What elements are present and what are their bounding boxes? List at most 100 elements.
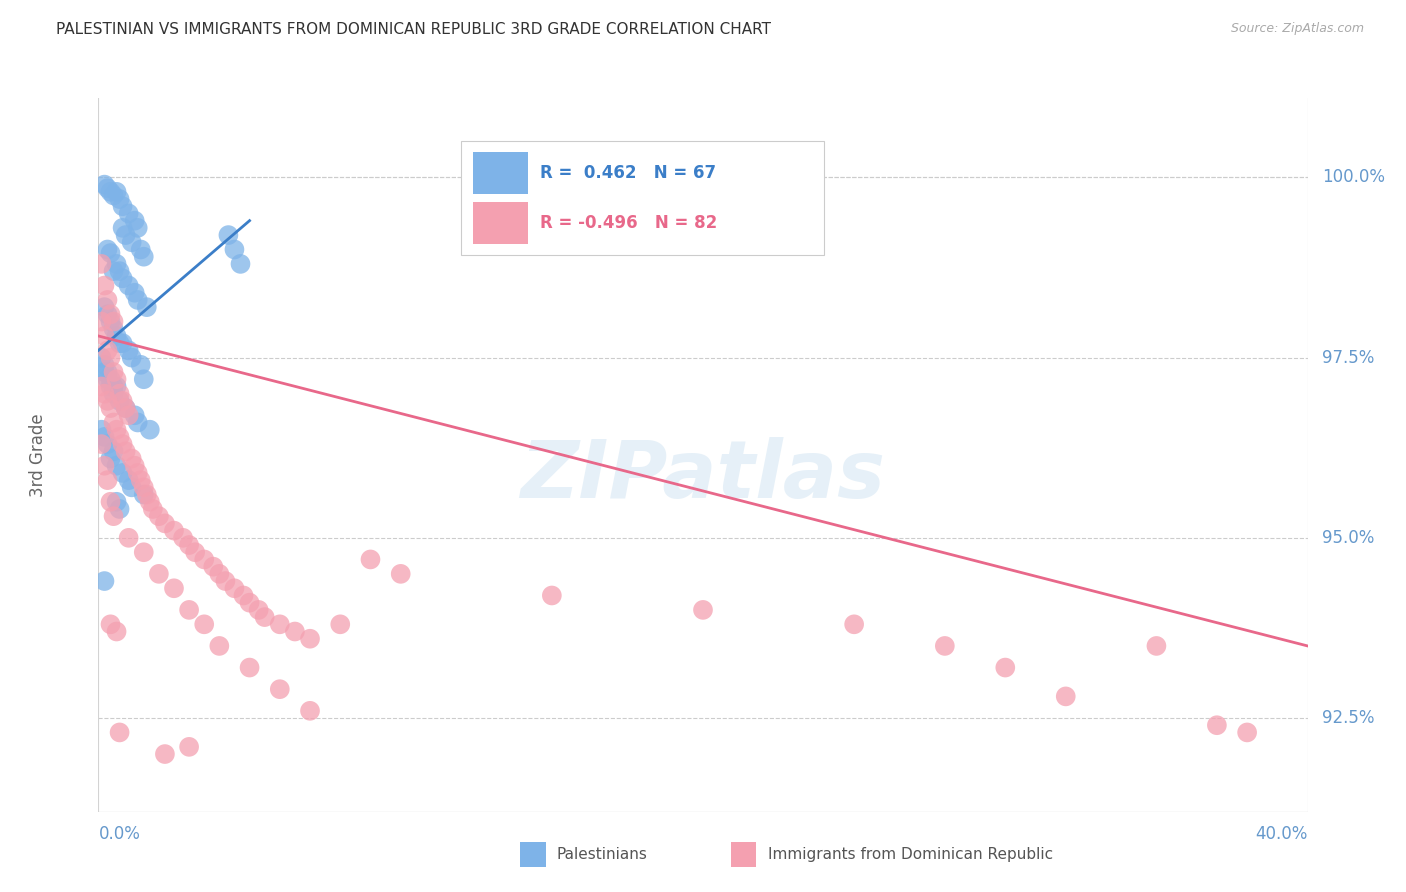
Point bbox=[111, 393, 134, 408]
Point bbox=[114, 228, 136, 243]
Point bbox=[96, 372, 118, 386]
Point bbox=[1206, 718, 1229, 732]
Point bbox=[105, 372, 128, 386]
Point bbox=[692, 603, 714, 617]
Point bbox=[269, 617, 291, 632]
Point bbox=[179, 538, 201, 552]
Point bbox=[111, 336, 134, 351]
Point bbox=[132, 250, 155, 264]
Text: Immigrants from Dominican Republic: Immigrants from Dominican Republic bbox=[768, 847, 1053, 862]
Point bbox=[93, 329, 115, 343]
Point bbox=[247, 603, 270, 617]
FancyBboxPatch shape bbox=[474, 202, 527, 244]
Text: 40.0%: 40.0% bbox=[1256, 824, 1308, 843]
Point bbox=[229, 257, 252, 271]
Point bbox=[139, 495, 162, 509]
Point bbox=[100, 307, 122, 321]
Point bbox=[118, 343, 141, 358]
Point bbox=[100, 451, 122, 466]
Point bbox=[135, 487, 157, 501]
Point bbox=[93, 365, 115, 379]
Text: Source: ZipAtlas.com: Source: ZipAtlas.com bbox=[1230, 22, 1364, 36]
Point bbox=[153, 516, 176, 531]
Point bbox=[93, 300, 115, 314]
Point bbox=[135, 300, 157, 314]
Point bbox=[129, 358, 152, 372]
Point bbox=[100, 401, 122, 415]
Point bbox=[193, 552, 215, 566]
Point bbox=[100, 617, 122, 632]
Point bbox=[217, 228, 239, 243]
Point bbox=[329, 617, 352, 632]
Text: ZIPatlas: ZIPatlas bbox=[520, 437, 886, 516]
Text: 95.0%: 95.0% bbox=[1322, 529, 1375, 547]
Point bbox=[108, 393, 131, 408]
Point bbox=[232, 589, 254, 603]
Point bbox=[118, 278, 141, 293]
Point bbox=[121, 451, 143, 466]
Point bbox=[105, 624, 128, 639]
Point bbox=[96, 393, 118, 408]
Point bbox=[90, 315, 112, 329]
Point bbox=[118, 473, 141, 487]
Point bbox=[360, 552, 382, 566]
Point bbox=[118, 531, 141, 545]
Point bbox=[108, 192, 131, 206]
Point bbox=[93, 358, 115, 372]
Point bbox=[163, 524, 186, 538]
Point bbox=[93, 458, 115, 473]
Point bbox=[1236, 725, 1258, 739]
Point bbox=[127, 293, 149, 307]
Point bbox=[100, 185, 122, 199]
Point bbox=[132, 487, 155, 501]
Point bbox=[111, 437, 134, 451]
Point bbox=[108, 430, 131, 444]
Point bbox=[114, 401, 136, 415]
Point bbox=[105, 257, 128, 271]
Point bbox=[103, 365, 125, 379]
Point bbox=[103, 322, 125, 336]
Point bbox=[100, 315, 122, 329]
Point bbox=[239, 596, 262, 610]
Point bbox=[100, 246, 122, 260]
Text: PALESTINIAN VS IMMIGRANTS FROM DOMINICAN REPUBLIC 3RD GRADE CORRELATION CHART: PALESTINIAN VS IMMIGRANTS FROM DOMINICAN… bbox=[56, 22, 772, 37]
Point bbox=[105, 329, 128, 343]
Point bbox=[284, 624, 307, 639]
Point bbox=[208, 566, 231, 581]
Point bbox=[103, 444, 125, 458]
Point bbox=[103, 416, 125, 430]
Point bbox=[103, 264, 125, 278]
Point bbox=[163, 581, 186, 595]
Point bbox=[121, 480, 143, 494]
Point bbox=[103, 315, 125, 329]
Point bbox=[105, 185, 128, 199]
Point bbox=[100, 372, 122, 386]
Point bbox=[118, 206, 141, 220]
Point bbox=[299, 632, 322, 646]
Text: R = -0.496   N = 82: R = -0.496 N = 82 bbox=[540, 214, 717, 232]
Point bbox=[103, 509, 125, 524]
Point bbox=[142, 502, 165, 516]
Point bbox=[127, 416, 149, 430]
Point bbox=[96, 181, 118, 195]
Point bbox=[208, 639, 231, 653]
Point bbox=[124, 458, 146, 473]
Point bbox=[105, 458, 128, 473]
Point bbox=[96, 307, 118, 321]
Point bbox=[127, 466, 149, 480]
Point bbox=[269, 682, 291, 697]
Point bbox=[148, 509, 170, 524]
Point bbox=[239, 660, 262, 674]
Point bbox=[114, 444, 136, 458]
Point bbox=[214, 574, 236, 588]
Point bbox=[172, 531, 194, 545]
Point bbox=[90, 351, 112, 365]
Text: 3rd Grade: 3rd Grade bbox=[30, 413, 46, 497]
Point bbox=[111, 199, 134, 213]
Point bbox=[100, 495, 122, 509]
Point bbox=[93, 430, 115, 444]
Point bbox=[193, 617, 215, 632]
Point bbox=[224, 581, 246, 595]
Point bbox=[90, 423, 112, 437]
Point bbox=[253, 610, 276, 624]
